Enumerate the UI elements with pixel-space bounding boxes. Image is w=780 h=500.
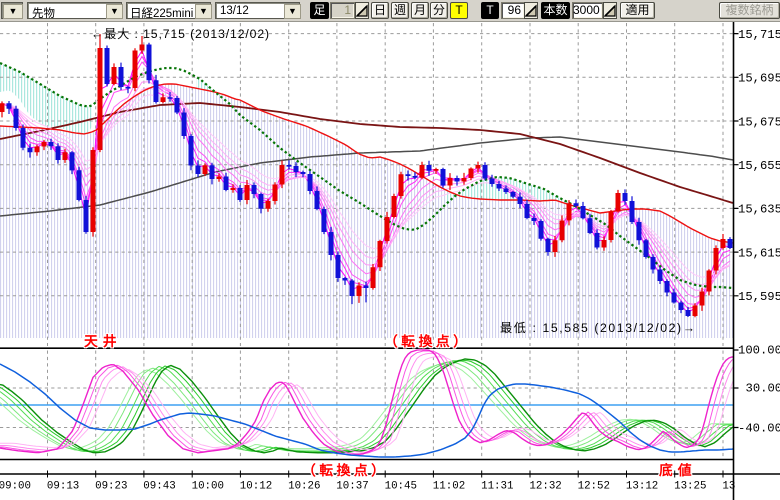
svg-text:13:25: 13:25 — [674, 481, 706, 493]
svg-text:12:32: 12:32 — [529, 481, 561, 493]
svg-text:09:13: 09:13 — [47, 481, 79, 493]
svg-text:11:31: 11:31 — [481, 481, 513, 493]
svg-text:10:37: 10:37 — [336, 481, 368, 493]
svg-text:15,635: 15,635 — [738, 203, 780, 217]
svg-text:10:12: 10:12 — [240, 481, 272, 493]
svg-text:15,695: 15,695 — [738, 72, 780, 86]
svg-text:10:00: 10:00 — [192, 481, 224, 493]
svg-text:09:23: 09:23 — [95, 481, 127, 493]
svg-text:09:43: 09:43 — [143, 481, 175, 493]
svg-text:15,655: 15,655 — [738, 159, 780, 173]
svg-text:15,715: 15,715 — [738, 28, 780, 42]
svg-text:←最大 : 15,715 (2013/12/02): ←最大 : 15,715 (2013/12/02) — [91, 27, 270, 41]
svg-text:-40.00: -40.00 — [738, 422, 780, 436]
svg-text:10:26: 10:26 — [288, 481, 320, 493]
svg-text:最低 : 15,585 (2013/12/02)→: 最低 : 15,585 (2013/12/02)→ — [500, 321, 697, 335]
svg-text:15,595: 15,595 — [738, 290, 780, 304]
svg-text:100.00: 100.00 — [738, 344, 780, 358]
svg-text:13:12: 13:12 — [626, 481, 658, 493]
svg-text:12:52: 12:52 — [578, 481, 610, 493]
svg-text:15,675: 15,675 — [738, 115, 780, 129]
svg-text:13: 13 — [722, 481, 735, 493]
svg-text:11:02: 11:02 — [433, 481, 465, 493]
svg-text:30.00: 30.00 — [746, 382, 780, 396]
svg-text:10:45: 10:45 — [385, 481, 417, 493]
svg-text:09:00: 09:00 — [0, 481, 31, 493]
svg-text:15,615: 15,615 — [738, 246, 780, 260]
